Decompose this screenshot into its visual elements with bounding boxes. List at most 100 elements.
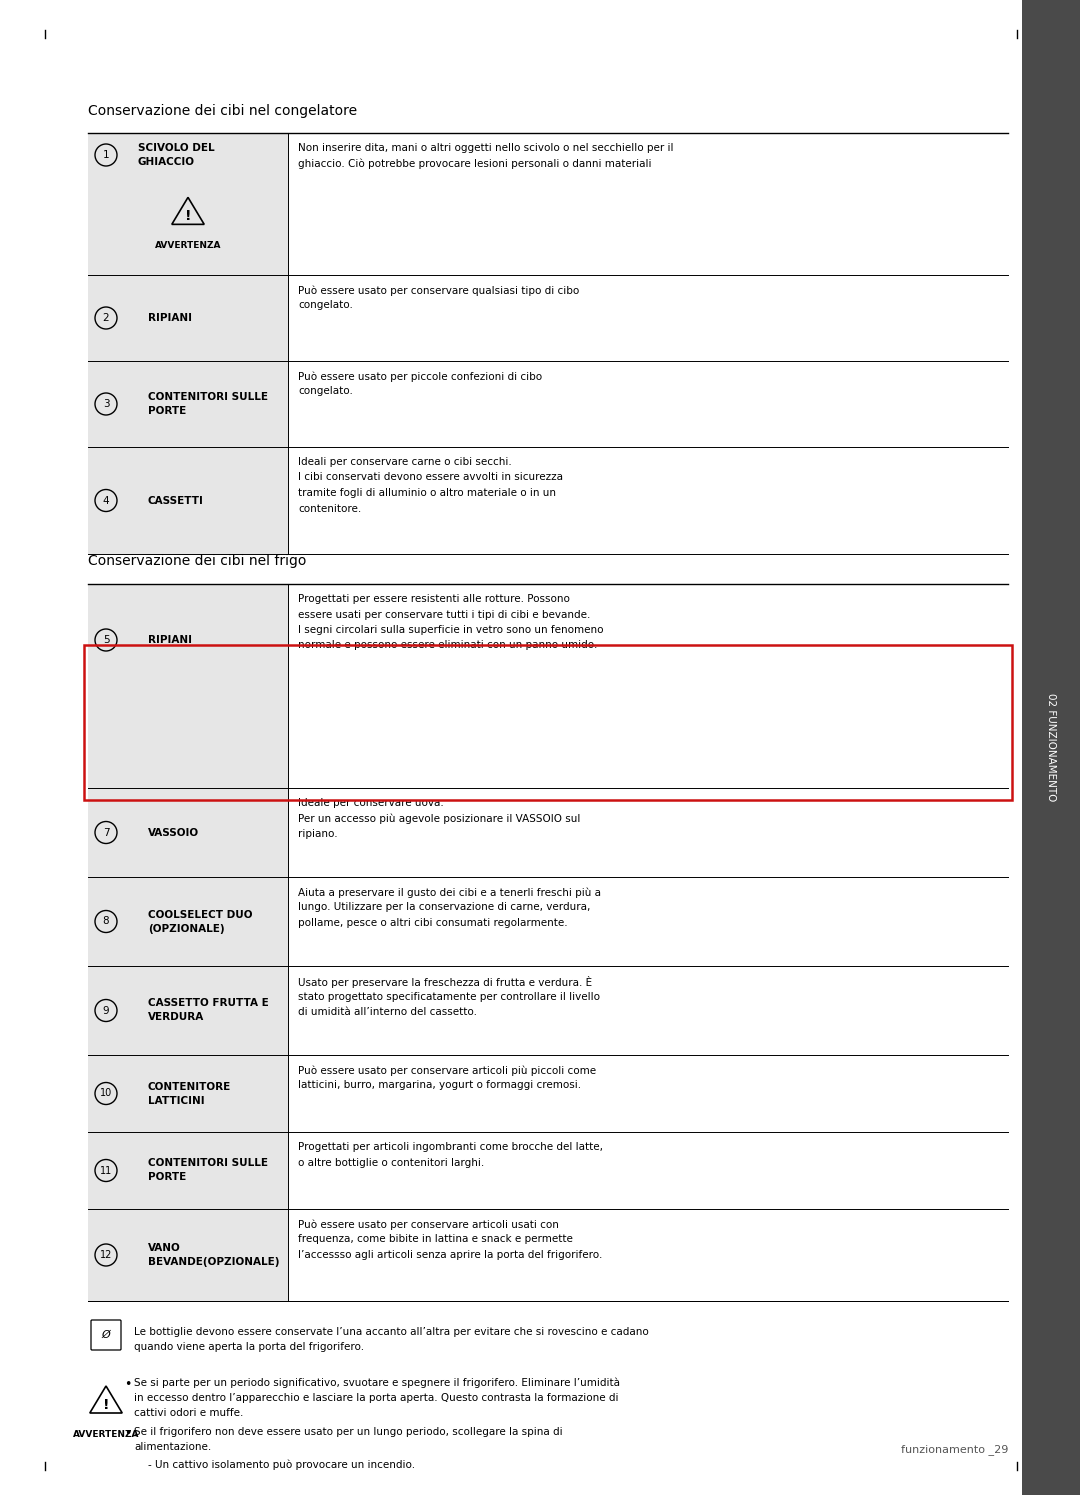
Text: BEVANDE(OPZIONALE): BEVANDE(OPZIONALE) <box>148 1257 280 1266</box>
Bar <box>288 1132 1008 1209</box>
Bar <box>87 360 288 447</box>
Text: CASSETTI: CASSETTI <box>148 495 204 505</box>
Text: VASSOIO: VASSOIO <box>148 828 199 837</box>
Bar <box>87 275 288 360</box>
Text: CONTENITORI SULLE: CONTENITORI SULLE <box>148 1159 268 1169</box>
Text: 11: 11 <box>99 1166 112 1175</box>
Text: lungo. Utilizzare per la conservazione di carne, verdura,: lungo. Utilizzare per la conservazione d… <box>298 903 591 912</box>
Text: AVVERTENZA: AVVERTENZA <box>154 241 221 250</box>
Text: Usato per preservare la freschezza di frutta e verdura. È: Usato per preservare la freschezza di fr… <box>298 976 592 988</box>
Bar <box>288 447 1008 555</box>
Text: PORTE: PORTE <box>148 1172 186 1183</box>
Text: Progettati per essere resistenti alle rotture. Possono: Progettati per essere resistenti alle ro… <box>298 594 570 604</box>
Text: •: • <box>124 1428 132 1440</box>
Text: l’accessso agli articoli senza aprire la porta del frigorifero.: l’accessso agli articoli senza aprire la… <box>298 1250 603 1260</box>
Text: Ø: Ø <box>102 1331 110 1340</box>
Text: 9: 9 <box>103 1006 109 1015</box>
Text: di umidità all’interno del cassetto.: di umidità all’interno del cassetto. <box>298 1008 477 1017</box>
Text: Può essere usato per conservare articoli più piccoli come: Può essere usato per conservare articoli… <box>298 1064 596 1075</box>
Bar <box>87 788 288 878</box>
Text: quando viene aperta la porta del frigorifero.: quando viene aperta la porta del frigori… <box>134 1343 364 1351</box>
Text: Può essere usato per conservare articoli usati con: Può essere usato per conservare articoli… <box>298 1218 558 1229</box>
Bar <box>87 966 288 1055</box>
Bar <box>87 697 288 788</box>
Text: RIPIANI: RIPIANI <box>148 635 192 644</box>
Bar <box>87 1209 288 1301</box>
Text: ghiaccio. Ciò potrebbe provocare lesioni personali o danni materiali: ghiaccio. Ciò potrebbe provocare lesioni… <box>298 158 651 169</box>
Text: tramite fogli di alluminio o altro materiale o in un: tramite fogli di alluminio o altro mater… <box>298 487 556 498</box>
Text: contenitore.: contenitore. <box>298 504 361 513</box>
Bar <box>87 1055 288 1132</box>
Text: 8: 8 <box>103 916 109 927</box>
Text: Può essere usato per conservare qualsiasi tipo di cibo: Può essere usato per conservare qualsias… <box>298 286 579 296</box>
Bar <box>87 878 288 966</box>
Bar <box>288 360 1008 447</box>
Bar <box>87 1132 288 1209</box>
Text: congelato.: congelato. <box>298 300 353 311</box>
Text: Progettati per articoli ingombranti come brocche del latte,: Progettati per articoli ingombranti come… <box>298 1142 603 1153</box>
Text: Conservazione dei cibi nel frigo: Conservazione dei cibi nel frigo <box>87 555 307 568</box>
Text: normale e possono essere eliminati con un panno umido.: normale e possono essere eliminati con u… <box>298 640 597 650</box>
Text: 12: 12 <box>99 1250 112 1260</box>
Text: !: ! <box>185 209 191 223</box>
Text: in eccesso dentro l’apparecchio e lasciare la porta aperta. Questo contrasta la : in eccesso dentro l’apparecchio e lascia… <box>134 1393 619 1402</box>
Text: Può essere usato per piccole confezioni di cibo: Può essere usato per piccole confezioni … <box>298 371 542 381</box>
Text: o altre bottiglie o contenitori larghi.: o altre bottiglie o contenitori larghi. <box>298 1157 484 1168</box>
Bar <box>288 697 1008 788</box>
Bar <box>87 585 288 697</box>
Text: •: • <box>124 1378 132 1390</box>
Text: Per un accesso più agevole posizionare il VASSOIO sul: Per un accesso più agevole posizionare i… <box>298 813 580 824</box>
Bar <box>1022 0 1080 1495</box>
Text: Aiuta a preservare il gusto dei cibi e a tenerli freschi più a: Aiuta a preservare il gusto dei cibi e a… <box>298 887 600 897</box>
Text: Conservazione dei cibi nel congelatore: Conservazione dei cibi nel congelatore <box>87 105 357 118</box>
Text: pollame, pesce o altri cibi consumati regolarmente.: pollame, pesce o altri cibi consumati re… <box>298 918 568 928</box>
Text: PORTE: PORTE <box>148 407 186 416</box>
Bar <box>288 878 1008 966</box>
Bar <box>87 447 288 555</box>
Bar <box>288 133 1008 275</box>
Text: Se il frigorifero non deve essere usato per un lungo periodo, scollegare la spin: Se il frigorifero non deve essere usato … <box>134 1428 563 1437</box>
Text: Se si parte per un periodo significativo, svuotare e spegnere il frigorifero. El: Se si parte per un periodo significativo… <box>134 1378 620 1389</box>
Text: 4: 4 <box>103 495 109 505</box>
Bar <box>288 275 1008 360</box>
Text: - Un cattivo isolamento può provocare un incendio.: - Un cattivo isolamento può provocare un… <box>148 1459 415 1470</box>
Text: 02 FUNZIONAMENTO: 02 FUNZIONAMENTO <box>1047 694 1056 801</box>
Text: RIPIANI: RIPIANI <box>148 312 192 323</box>
Text: 3: 3 <box>103 399 109 410</box>
Bar <box>288 1055 1008 1132</box>
Text: CONTENITORI SULLE: CONTENITORI SULLE <box>148 392 268 402</box>
Text: I cibi conservati devono essere avvolti in sicurezza: I cibi conservati devono essere avvolti … <box>298 472 563 483</box>
FancyBboxPatch shape <box>91 1320 121 1350</box>
Text: SCIVOLO DEL: SCIVOLO DEL <box>138 144 215 152</box>
Text: (OPZIONALE): (OPZIONALE) <box>148 924 225 933</box>
Text: 10: 10 <box>99 1088 112 1099</box>
Text: 5: 5 <box>103 635 109 644</box>
Bar <box>84 644 1012 800</box>
Text: Le bottiglie devono essere conservate l’una accanto all’altra per evitare che si: Le bottiglie devono essere conservate l’… <box>134 1328 649 1337</box>
Text: LATTICINI: LATTICINI <box>148 1096 204 1105</box>
Text: essere usati per conservare tutti i tipi di cibi e bevande.: essere usati per conservare tutti i tipi… <box>298 610 591 619</box>
Bar <box>288 585 1008 697</box>
Text: GHIACCIO: GHIACCIO <box>138 157 195 167</box>
Text: VERDURA: VERDURA <box>148 1012 204 1023</box>
Bar <box>288 1209 1008 1301</box>
Text: cattivi odori e muffe.: cattivi odori e muffe. <box>134 1408 243 1417</box>
Text: 2: 2 <box>103 312 109 323</box>
Text: Ideale per conservare uova.: Ideale per conservare uova. <box>298 798 444 807</box>
Text: 1: 1 <box>103 150 109 160</box>
Text: VANO: VANO <box>148 1242 180 1253</box>
Text: funzionamento _29: funzionamento _29 <box>901 1444 1008 1455</box>
Text: latticini, burro, margarina, yogurt o formaggi cremosi.: latticini, burro, margarina, yogurt o fo… <box>298 1081 581 1090</box>
Text: ripiano.: ripiano. <box>298 830 338 839</box>
Text: CONTENITORE: CONTENITORE <box>148 1081 231 1091</box>
Text: CASSETTO FRUTTA E: CASSETTO FRUTTA E <box>148 999 269 1009</box>
Text: frequenza, come bibite in lattina e snack e permette: frequenza, come bibite in lattina e snac… <box>298 1235 572 1244</box>
Text: congelato.: congelato. <box>298 387 353 396</box>
Text: stato progettato specificatamente per controllare il livello: stato progettato specificatamente per co… <box>298 991 600 1002</box>
Text: !: ! <box>103 1398 109 1411</box>
Text: AVVERTENZA: AVVERTENZA <box>72 1431 139 1440</box>
Text: COOLSELECT DUO: COOLSELECT DUO <box>148 909 253 919</box>
Bar <box>288 788 1008 878</box>
Text: alimentazione.: alimentazione. <box>134 1443 212 1452</box>
Text: Ideali per conservare carne o cibi secchi.: Ideali per conservare carne o cibi secch… <box>298 457 512 466</box>
